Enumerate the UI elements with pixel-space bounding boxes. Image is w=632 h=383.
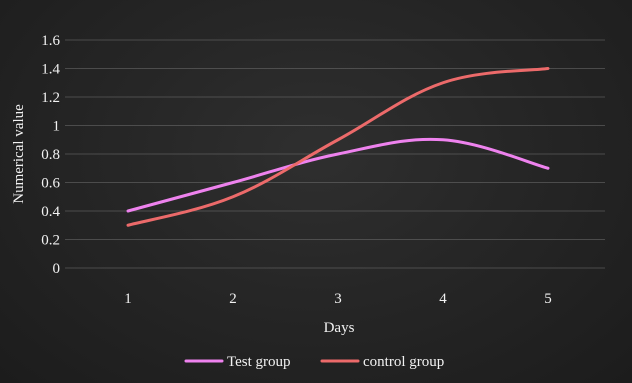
- x-tick-label: 4: [439, 291, 447, 307]
- legend-label: Test group: [227, 354, 291, 370]
- legend-label: control group: [363, 354, 444, 370]
- series-lines: [126, 67, 550, 227]
- legend: Test group control group: [184, 354, 444, 370]
- y-axis-ticks: 0 0.2 0.4 0.6 0.8 1 1.2 1.4 1.6: [41, 33, 60, 277]
- x-axis-ticks: 1 2 3 4 5: [124, 291, 552, 307]
- x-tick-label: 5: [544, 291, 552, 307]
- y-tick-label: 1: [53, 119, 61, 135]
- y-tick-label: 0.4: [41, 204, 60, 220]
- y-tick-label: 0.2: [41, 233, 60, 249]
- x-axis-label: Days: [324, 320, 355, 336]
- x-tick-label: 3: [334, 291, 342, 307]
- y-tick-label: 0: [53, 261, 61, 277]
- y-tick-label: 1.2: [41, 90, 60, 106]
- x-tick-label: 2: [229, 291, 237, 307]
- y-axis-label: Numerical value: [11, 104, 27, 204]
- series-line-2: [126, 67, 550, 227]
- y-tick-label: 1.6: [41, 33, 60, 49]
- y-tick-label: 1.4: [41, 62, 60, 78]
- x-tick-label: 1: [124, 291, 132, 307]
- y-tick-label: 0.8: [41, 147, 60, 163]
- series-line-1: [126, 137, 550, 213]
- y-tick-label: 0.6: [41, 176, 60, 192]
